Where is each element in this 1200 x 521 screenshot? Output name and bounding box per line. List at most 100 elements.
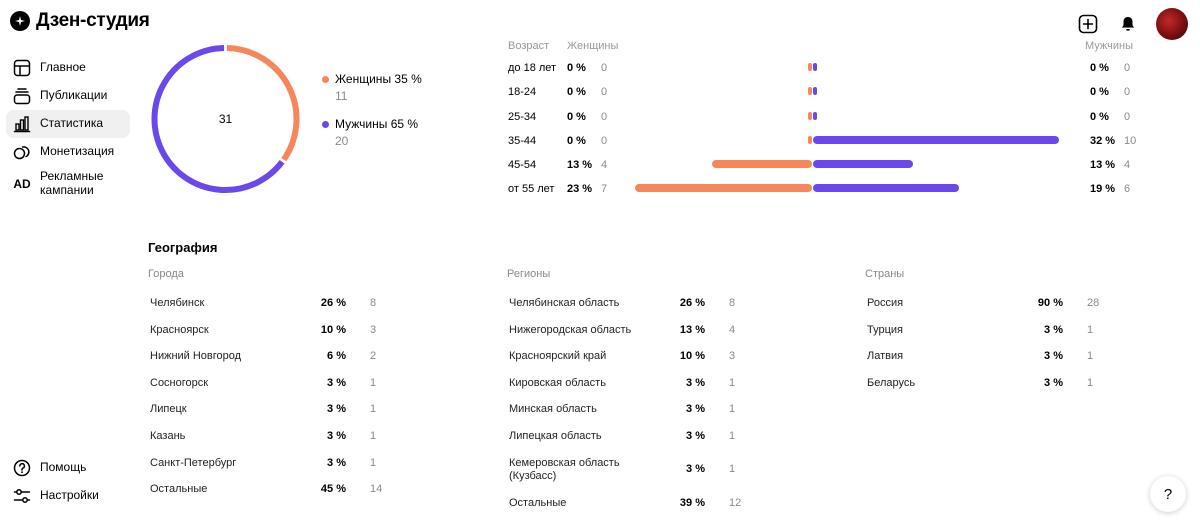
geo-percent: 3 % xyxy=(686,429,705,442)
women-percent: 23 % xyxy=(567,183,593,196)
legend-label: Женщины 35 % xyxy=(335,72,422,86)
plus-square-icon xyxy=(1078,14,1098,34)
sidebar-item-sliders[interactable]: Настройки xyxy=(6,482,130,510)
geo-count: 1 xyxy=(1087,376,1094,389)
table-row: Липецк 3 % 1 xyxy=(148,401,398,428)
sidebar-item-layout[interactable]: Главное xyxy=(6,54,130,82)
geo-count: 1 xyxy=(370,456,377,469)
men-count: 0 xyxy=(1124,86,1131,99)
women-bar xyxy=(808,87,812,96)
geo-name: Кировская область xyxy=(509,376,606,389)
geo-count: 14 xyxy=(370,483,383,496)
sidebar-item-label: Монетизация xyxy=(40,144,115,159)
sliders-icon xyxy=(12,486,32,506)
geo-count: 1 xyxy=(370,376,377,389)
geo-count: 3 xyxy=(370,323,377,336)
geo-percent: 39 % xyxy=(679,496,705,509)
men-count: 6 xyxy=(1124,183,1131,196)
women-count: 0 xyxy=(601,62,608,74)
men-count: 0 xyxy=(1124,62,1131,74)
table-row: Турция 3 % 1 xyxy=(865,322,1115,349)
sidebar: Главное Публикации Статистика Монетизация AD… xyxy=(6,54,130,202)
women-percent: 0 % xyxy=(567,62,586,74)
regions-title: Регионы xyxy=(507,268,551,280)
table-row: Кемеровская область (Кузбасс) 3 % 1 xyxy=(507,455,757,495)
bar-chart-icon xyxy=(12,114,32,134)
men-bar xyxy=(813,184,960,193)
bell-icon xyxy=(1122,17,1134,31)
geo-name: Красноярск xyxy=(150,323,209,336)
age-label: 25-34 xyxy=(508,110,537,123)
geo-count: 1 xyxy=(729,462,736,475)
geo-percent: 3 % xyxy=(327,456,346,469)
men-percent: 13 % xyxy=(1090,159,1116,172)
women-percent: 0 % xyxy=(567,110,586,123)
zen-logo-icon xyxy=(10,11,30,31)
table-row: Кировская область 3 % 1 xyxy=(507,375,757,402)
geo-count: 1 xyxy=(1087,323,1094,336)
geo-name: Остальные xyxy=(150,483,208,496)
app-logo[interactable]: Дзен-студия xyxy=(10,10,150,32)
geo-name: Кемеровская область (Кузбасс) xyxy=(509,456,620,483)
geo-percent: 3 % xyxy=(1044,350,1063,363)
table-row: Красноярский край 10 % 3 xyxy=(507,348,757,375)
layout-icon xyxy=(12,58,32,78)
sidebar-item-bar-chart[interactable]: Статистика xyxy=(6,110,130,138)
notifications-button[interactable] xyxy=(1116,12,1140,36)
sidebar-item-stack[interactable]: Публикации xyxy=(6,82,130,110)
countries-title: Страны xyxy=(865,268,905,280)
geo-percent: 90 % xyxy=(1037,297,1063,309)
table-row: Красноярск 10 % 3 xyxy=(148,322,398,349)
donut-segment-men xyxy=(151,45,285,193)
geo-percent: 26 % xyxy=(679,297,705,309)
age-table: Возраст Женщины Мужчины до 18 лет 0 % 0 0 %… xyxy=(508,40,1148,202)
legend-label: Мужчины 65 % xyxy=(335,117,419,131)
legend-count: 20 xyxy=(335,134,349,148)
geo-count: 1 xyxy=(729,376,736,389)
men-bar xyxy=(813,160,914,169)
geo-percent: 3 % xyxy=(327,429,346,442)
legend-row: Мужчины 65 % xyxy=(322,117,422,131)
geo-count: 3 xyxy=(729,350,736,363)
donut-svg xyxy=(151,45,300,193)
table-row: Остальные 45 % 14 xyxy=(148,481,398,508)
women-count: 0 xyxy=(601,86,608,99)
legend-dot xyxy=(322,120,329,128)
table-row: Нижний Новгород 6 % 2 xyxy=(148,348,398,375)
geo-percent: 45 % xyxy=(320,483,346,496)
men-bar xyxy=(813,87,817,96)
help-fab-button[interactable]: ? xyxy=(1150,476,1186,512)
men-bar xyxy=(813,63,817,71)
women-count: 4 xyxy=(601,159,608,172)
cities-title: Города xyxy=(148,268,184,280)
geo-name: Челябинская область xyxy=(509,297,620,309)
legend-dot xyxy=(322,75,329,83)
geo-name: Сосногорск xyxy=(150,376,209,389)
geo-count: 1 xyxy=(729,403,736,416)
avatar[interactable] xyxy=(1156,8,1188,40)
gender-donut-chart: 31 xyxy=(148,44,303,196)
geo-percent: 3 % xyxy=(327,376,346,389)
women-bar xyxy=(808,111,812,120)
men-percent: 0 % xyxy=(1090,86,1109,99)
sidebar-item-label: Статистика xyxy=(40,116,104,131)
geo-count: 28 xyxy=(1087,297,1100,309)
sidebar-item-question[interactable]: Помощь xyxy=(6,454,130,482)
legend-item: Мужчины 65 % 20 xyxy=(322,117,422,148)
table-row: Санкт-Петербург 3 % 1 xyxy=(148,455,398,482)
women-count: 0 xyxy=(601,110,608,123)
women-header: Женщины xyxy=(567,40,619,52)
sidebar-item-coins[interactable]: Монетизация xyxy=(6,138,130,166)
men-bar xyxy=(813,135,1060,144)
geo-count: 12 xyxy=(729,496,742,509)
geo-percent: 10 % xyxy=(679,350,705,363)
topbar-actions xyxy=(1076,8,1188,40)
gender-legend: Женщины 35 % 11 Мужчины 65 % 20 xyxy=(322,72,422,162)
age-table-header: Возраст Женщины Мужчины xyxy=(508,40,1148,56)
sidebar-item-ad[interactable]: AD Рекламные кампании xyxy=(6,166,130,202)
geo-name: Турция xyxy=(867,323,903,336)
age-label: до 18 лет xyxy=(508,62,557,74)
women-percent: 13 % xyxy=(567,159,593,172)
create-button[interactable] xyxy=(1076,12,1100,36)
men-header: Мужчины xyxy=(1085,40,1134,52)
